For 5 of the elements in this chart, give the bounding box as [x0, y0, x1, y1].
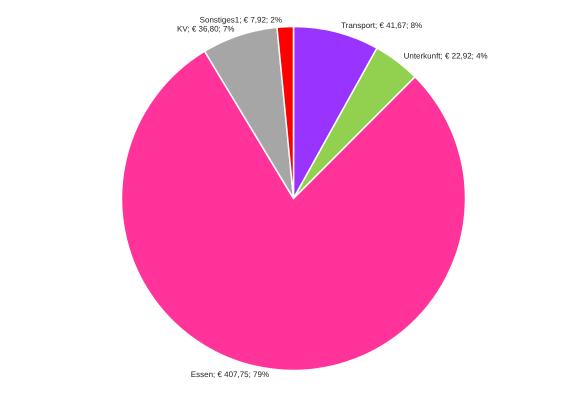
slice-label: Unterkunft; € 22,92; 4%	[404, 51, 488, 60]
slice-label: Transport; € 41,67; 8%	[341, 21, 422, 30]
slice-label: Sonstiges1; € 7,92; 2%	[200, 16, 282, 25]
slice-label: KV; € 36,80; 7%	[177, 24, 235, 34]
slice-label: Essen; € 407,75; 79%	[190, 370, 270, 380]
